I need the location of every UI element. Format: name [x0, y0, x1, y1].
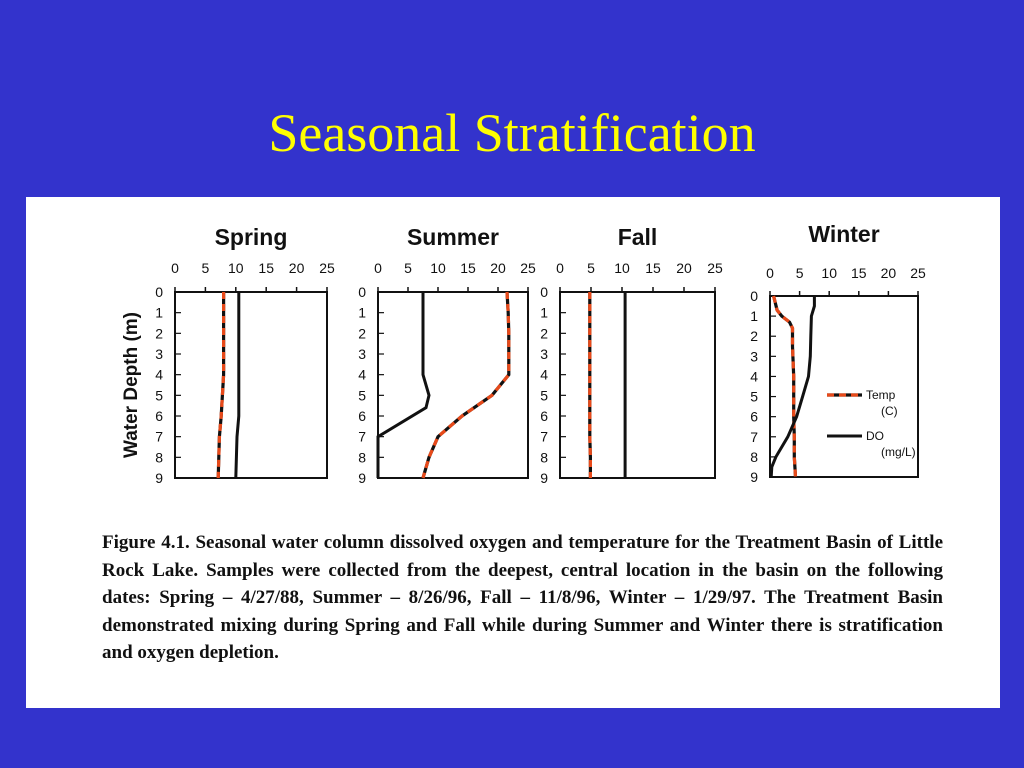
- summer-ytick-label: 3: [358, 346, 366, 362]
- spring-plot-frame: [174, 291, 328, 479]
- figure-panel: Spring 0 5 10 15 20 25 0 1 2 3 4 5 6 7 8 9 Water Depth (m…: [26, 197, 1000, 708]
- spring-temp-series: [216, 292, 226, 479]
- spring-xtick-label: 5: [202, 260, 210, 276]
- spring-ytick-label: 5: [155, 387, 163, 403]
- summer-ytick-label: 1: [358, 305, 366, 321]
- fall-xtick-label: 10: [614, 260, 630, 276]
- spring-xtick-label: 15: [258, 260, 274, 276]
- summer-ytick-label: 0: [358, 284, 366, 300]
- winter-xtick-label: 5: [796, 265, 804, 281]
- summer-xtick-label: 0: [374, 260, 382, 276]
- fall-title: Fall: [618, 224, 658, 250]
- fall-ytick-label: 6: [540, 408, 548, 424]
- spring-ytick-label: 1: [155, 305, 163, 321]
- fall-ytick-label: 0: [540, 284, 548, 300]
- winter-ytick-label: 1: [750, 308, 758, 324]
- fall-xtick-label: 5: [587, 260, 595, 276]
- winter-ytick-label: 6: [750, 409, 758, 425]
- legend-entry-line1: DO: [866, 429, 884, 443]
- y-axis-label: Water Depth (m): [121, 312, 142, 458]
- winter-ytick-label: 7: [750, 429, 758, 445]
- summer-title: Summer: [407, 224, 499, 250]
- fall-ytick-label: 3: [540, 346, 548, 362]
- winter-xtick-label: 25: [910, 265, 926, 281]
- winter-temp-series: [772, 295, 798, 478]
- fall-ytick-label: 2: [540, 325, 548, 341]
- summer-ytick-label: 6: [358, 408, 366, 424]
- summer-xtick-label: 15: [460, 260, 476, 276]
- fall-ytick-label: 1: [540, 305, 548, 321]
- fall-plot-frame: [559, 291, 716, 479]
- fall-ytick-label: 8: [540, 449, 548, 465]
- fall-xtick-label: 15: [645, 260, 661, 276]
- fall-xtick-label: 0: [556, 260, 564, 276]
- winter-plot-frame: [769, 295, 919, 478]
- fall-xtick-label: 20: [676, 260, 692, 276]
- winter-ytick-label: 4: [750, 368, 758, 384]
- winter-temp-series-base: [772, 295, 798, 478]
- summer-xtick-label: 10: [430, 260, 446, 276]
- spring-xtick-label: 20: [289, 260, 305, 276]
- summer-xtick-label: 20: [490, 260, 506, 276]
- spring-ytick-label: 0: [155, 284, 163, 300]
- spring-title: Spring: [215, 224, 288, 250]
- winter-xtick-label: 15: [851, 265, 867, 281]
- summer-temp-series-base: [421, 291, 511, 479]
- legend-entry-line2: (mg/L): [881, 445, 916, 459]
- spring-ytick-label: 3: [155, 346, 163, 362]
- fall-ytick-label: 9: [540, 470, 548, 486]
- summer-xtick-label: 25: [520, 260, 536, 276]
- winter-ytick-label: 2: [750, 328, 758, 344]
- legend-entry-line2: (C): [881, 404, 898, 418]
- spring-xtick-label: 25: [319, 260, 335, 276]
- summer-plot-frame: [377, 291, 529, 479]
- fall-ytick-label: 7: [540, 429, 548, 445]
- summer-ytick-label: 9: [358, 470, 366, 486]
- summer-ytick-label: 8: [358, 449, 366, 465]
- fall-xtick-label: 25: [707, 260, 723, 276]
- summer-do-series: [376, 292, 431, 478]
- figure-caption: Figure 4.1. Seasonal water column dissol…: [102, 532, 943, 663]
- spring-do-series: [234, 292, 241, 479]
- summer-ytick-label: 2: [358, 325, 366, 341]
- spring-xtick-label: 0: [171, 260, 179, 276]
- summer-ytick-label: 5: [358, 387, 366, 403]
- spring-ytick-label: 8: [155, 449, 163, 465]
- winter-ytick-label: 3: [750, 348, 758, 364]
- winter-ytick-label: 9: [750, 469, 758, 485]
- spring-ytick-label: 2: [155, 325, 163, 341]
- winter-ytick-label: 8: [750, 449, 758, 465]
- winter-xtick-label: 20: [881, 265, 897, 281]
- fall-temp-series: [588, 292, 593, 478]
- fall-ytick-label: 4: [540, 367, 548, 383]
- summer-temp-series: [421, 291, 511, 479]
- spring-ytick-label: 7: [155, 429, 163, 445]
- slide-title: Seasonal Stratification: [268, 103, 756, 163]
- summer-ytick-label: 4: [358, 367, 366, 383]
- winter-ytick-label: 0: [750, 288, 758, 304]
- fall-ytick-label: 5: [540, 387, 548, 403]
- spring-ytick-label: 6: [155, 408, 163, 424]
- spring-ytick-label: 9: [155, 470, 163, 486]
- spring-xtick-label: 10: [228, 260, 244, 276]
- winter-xtick-label: 10: [821, 265, 837, 281]
- legend-entry-line1: Temp: [866, 388, 896, 402]
- summer-ytick-label: 7: [358, 429, 366, 445]
- winter-xtick-label: 0: [766, 265, 774, 281]
- winter-ytick-label: 5: [750, 389, 758, 405]
- summer-xtick-label: 5: [404, 260, 412, 276]
- winter-do-series: [769, 296, 816, 478]
- spring-ytick-label: 4: [155, 367, 163, 383]
- winter-title: Winter: [808, 221, 879, 247]
